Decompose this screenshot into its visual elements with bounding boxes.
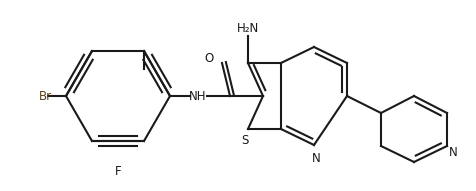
Text: H₂N: H₂N [237, 22, 259, 35]
Text: O: O [205, 53, 214, 66]
Text: F: F [115, 165, 121, 178]
Text: NH: NH [189, 90, 207, 103]
Text: N: N [449, 146, 458, 159]
Text: N: N [312, 152, 320, 165]
Text: S: S [241, 134, 248, 147]
Text: Br: Br [39, 90, 52, 103]
